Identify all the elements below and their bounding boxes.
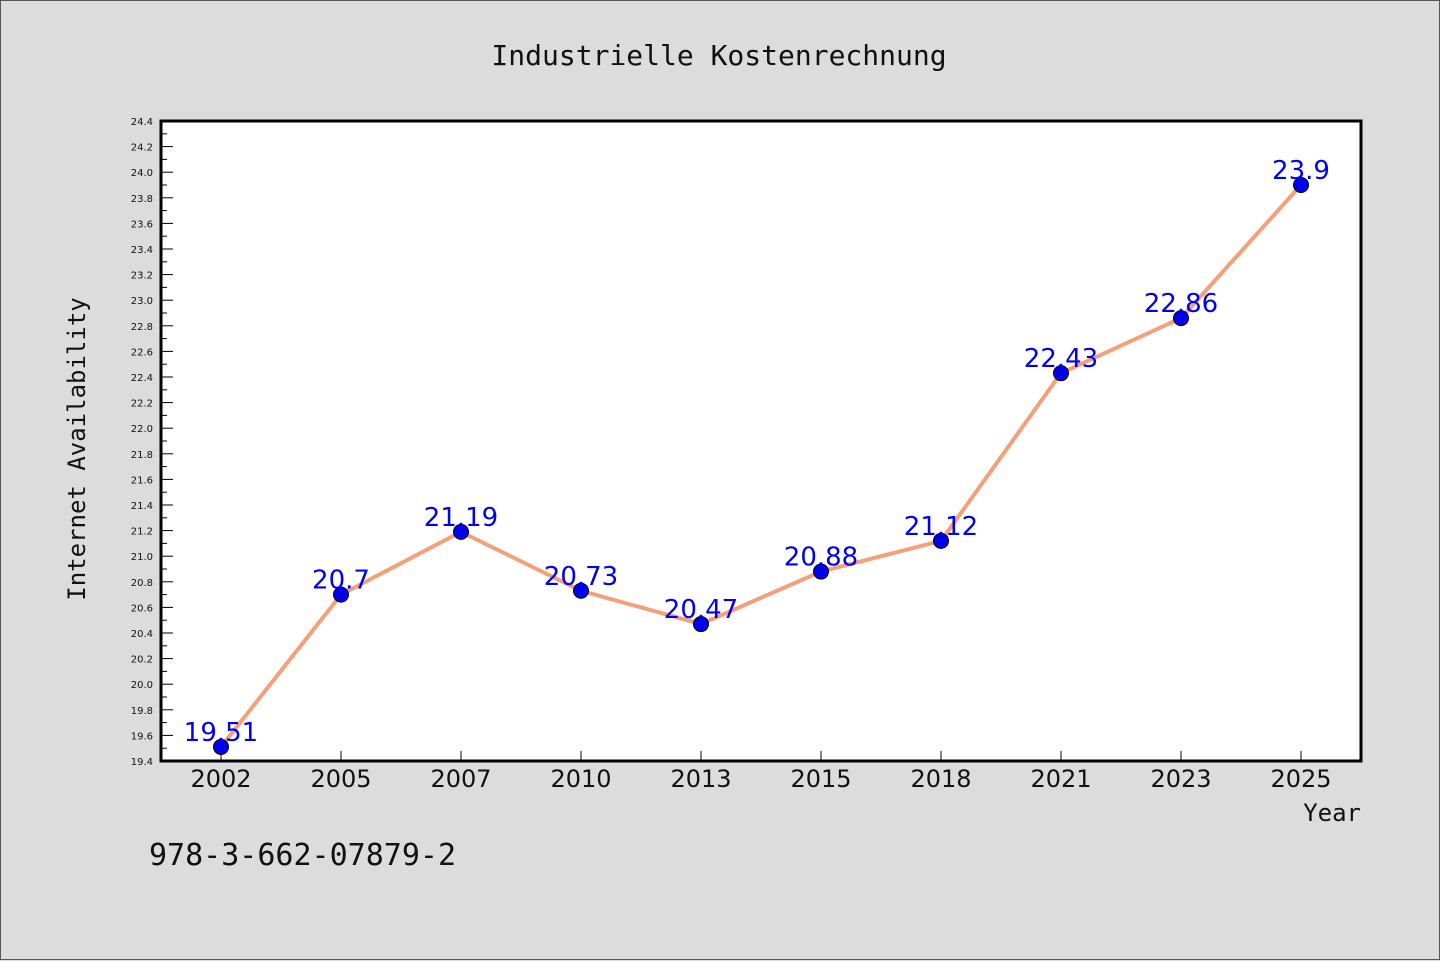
x-tick-label: 2018 — [910, 765, 971, 793]
data-label: 20.88 — [784, 543, 858, 573]
y-tick-label: 22.0 — [131, 424, 153, 435]
y-tick-label: 22.6 — [131, 347, 153, 358]
x-tick-label: 2015 — [790, 765, 851, 793]
data-point — [573, 582, 589, 599]
y-tick-label: 21.2 — [131, 527, 153, 538]
x-axis-label: Year — [1303, 799, 1361, 827]
data-point — [933, 532, 949, 549]
data-point — [453, 523, 469, 540]
data-point — [1053, 365, 1069, 382]
y-tick-label: 21.0 — [131, 552, 153, 563]
x-tick-label: 2007 — [430, 765, 491, 793]
y-axis-label: Internet Availability — [63, 297, 91, 600]
y-tick-label: 21.8 — [131, 450, 153, 461]
y-tick-label: 20.8 — [131, 578, 153, 589]
y-tick-label: 20.6 — [131, 603, 153, 614]
y-tick-label: 23.8 — [131, 194, 153, 205]
data-point — [1293, 177, 1309, 193]
y-tick-label: 19.8 — [131, 706, 153, 717]
data-label: 20.47 — [664, 595, 738, 625]
y-tick-label: 20.0 — [131, 680, 153, 691]
data-label: 22.43 — [1024, 344, 1098, 374]
footer-isbn: 978-3-662-07879-2 — [149, 838, 456, 873]
series-line — [219, 183, 1303, 749]
x-tick-label: 2013 — [670, 765, 731, 793]
data-label: 21.19 — [424, 503, 498, 533]
data-point — [333, 586, 349, 603]
x-tick-label: 2010 — [550, 765, 611, 793]
series-group: 19.51 20.7 21.19 20.73 20.47 20.88 21.12 22.43 2… — [184, 156, 1330, 755]
y-tick-label: 23.0 — [131, 296, 153, 307]
plot-area — [159, 119, 1363, 763]
y-tick-label: 20.4 — [131, 629, 153, 640]
y-tick-label: 23.4 — [131, 245, 153, 256]
x-axis-ticks: 2002 2005 2007 2010 2013 2015 2018 2021 2023 2025 — [190, 751, 1332, 793]
y-tick-label: 24.4 — [131, 117, 153, 128]
chart-title: Industrielle Kostenrechnung — [491, 39, 946, 72]
x-tick-label: 2005 — [310, 765, 371, 793]
x-tick-label: 2021 — [1030, 765, 1091, 793]
y-tick-label: 22.8 — [131, 322, 153, 333]
data-point — [813, 563, 829, 580]
y-tick-label: 24.2 — [131, 143, 153, 154]
y-tick-label: 20.2 — [131, 655, 153, 666]
data-label: 19.51 — [184, 718, 258, 748]
y-tick-label: 19.4 — [131, 757, 153, 768]
data-label: 22.86 — [1144, 289, 1218, 319]
x-tick-label: 2023 — [1150, 765, 1211, 793]
x-tick-label: 2025 — [1270, 765, 1331, 793]
data-point — [213, 738, 229, 755]
data-point — [1173, 310, 1189, 327]
data-point — [693, 616, 709, 633]
data-label: 20.73 — [544, 562, 618, 592]
data-label: 21.12 — [904, 512, 978, 542]
data-label: 23.9 — [1272, 156, 1330, 186]
y-tick-label: 22.2 — [131, 399, 153, 410]
y-tick-label: 21.4 — [131, 501, 153, 512]
y-tick-label: 23.2 — [131, 271, 153, 282]
y-tick-label: 23.6 — [131, 219, 153, 230]
y-tick-label: 19.6 — [131, 731, 153, 742]
y-tick-label: 21.6 — [131, 475, 153, 486]
x-tick-label: 2002 — [190, 765, 251, 793]
y-tick-label: 24.0 — [131, 168, 153, 179]
data-label: 20.7 — [312, 566, 370, 596]
y-tick-label: 22.4 — [131, 373, 153, 384]
y-axis-ticks: 19.4 19.6 19.8 20.0 20.2 20.4 20.6 20.8 21.0 21.2… — [131, 117, 173, 768]
